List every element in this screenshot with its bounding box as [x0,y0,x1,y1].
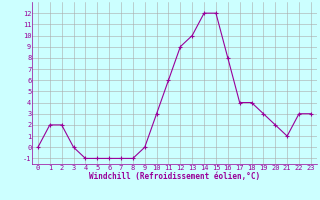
X-axis label: Windchill (Refroidissement éolien,°C): Windchill (Refroidissement éolien,°C) [89,172,260,181]
